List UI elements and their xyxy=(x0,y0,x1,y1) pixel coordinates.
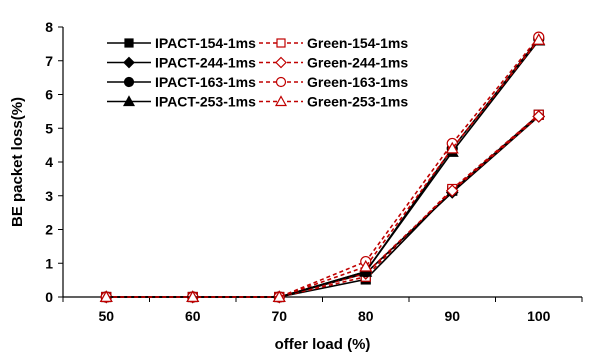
series-Green-163-1ms xyxy=(100,31,545,303)
series-line xyxy=(106,115,540,298)
legend-label: Green-163-1ms xyxy=(307,74,408,90)
legend-item: Green-244-1ms xyxy=(259,55,408,71)
x-tick-label: 90 xyxy=(444,308,460,324)
legend-item: Green-154-1ms xyxy=(259,35,408,51)
y-axis-title: BE packet loss(%) xyxy=(9,97,26,227)
legend-marker xyxy=(123,76,135,88)
legend-marker xyxy=(275,56,287,69)
y-tick-label: 2 xyxy=(45,222,53,238)
series-layer xyxy=(99,31,546,304)
legend-item: IPACT-163-1ms xyxy=(107,74,256,90)
x-tick-label: 70 xyxy=(271,308,287,324)
legend-label: Green-244-1ms xyxy=(307,55,408,71)
data-point xyxy=(532,110,546,123)
x-tick-label: 60 xyxy=(185,308,201,324)
legend-marker xyxy=(122,95,136,107)
y-tick-label: 0 xyxy=(45,289,53,305)
x-axis-title: offer load (%) xyxy=(275,336,371,353)
legend: IPACT-154-1ms Green-154-1ms IPACT-244-1ms G… xyxy=(107,35,408,110)
x-tick-label: 50 xyxy=(98,308,114,324)
legend-item: IPACT-154-1ms xyxy=(107,35,256,51)
series-Green-154-1ms xyxy=(101,109,544,303)
legend-marker xyxy=(124,38,134,48)
y-tick-label: 6 xyxy=(45,87,53,103)
legend-label: Green-154-1ms xyxy=(307,35,408,51)
y-tick-label: 1 xyxy=(45,255,53,271)
data-point xyxy=(445,141,459,154)
series-line xyxy=(106,39,540,298)
legend-item: IPACT-253-1ms xyxy=(107,94,256,110)
series-line xyxy=(106,114,540,298)
legend-label: IPACT-244-1ms xyxy=(155,55,256,71)
series-line xyxy=(106,115,540,298)
data-point xyxy=(99,290,113,302)
x-axis: 50 60 70 80 90 100 xyxy=(62,297,583,324)
legend-item: Green-253-1ms xyxy=(259,94,408,110)
y-tick-label: 8 xyxy=(45,19,53,35)
y-tick-label: 4 xyxy=(45,154,53,170)
legend-label: IPACT-154-1ms xyxy=(155,35,256,51)
legend-item: Green-163-1ms xyxy=(259,74,408,90)
data-point xyxy=(532,33,546,45)
data-point xyxy=(186,290,200,302)
series-Green-244-1ms xyxy=(99,110,546,304)
series-Green-253-1ms xyxy=(99,33,546,302)
data-point xyxy=(359,259,373,272)
y-tick-label: 3 xyxy=(45,188,53,204)
legend-marker xyxy=(123,56,135,69)
series-IPACT-154-1ms xyxy=(101,109,544,303)
y-axis: 0 1 2 3 4 5 6 7 8 xyxy=(45,19,63,305)
x-tick-label: 100 xyxy=(527,308,551,324)
y-tick-label: 7 xyxy=(45,53,53,69)
legend-label: IPACT-163-1ms xyxy=(155,74,256,90)
legend-marker xyxy=(274,95,288,107)
y-tick-label: 5 xyxy=(45,120,53,136)
legend-label: IPACT-253-1ms xyxy=(155,94,256,110)
legend-marker xyxy=(276,38,286,48)
data-point xyxy=(445,184,459,198)
series-IPACT-244-1ms xyxy=(99,110,546,304)
legend-item: IPACT-244-1ms xyxy=(107,55,256,71)
legend-label: Green-253-1ms xyxy=(307,94,408,110)
x-tick-label: 80 xyxy=(358,308,374,324)
legend-marker xyxy=(275,76,287,88)
series-line xyxy=(106,114,540,298)
data-point xyxy=(272,290,286,302)
